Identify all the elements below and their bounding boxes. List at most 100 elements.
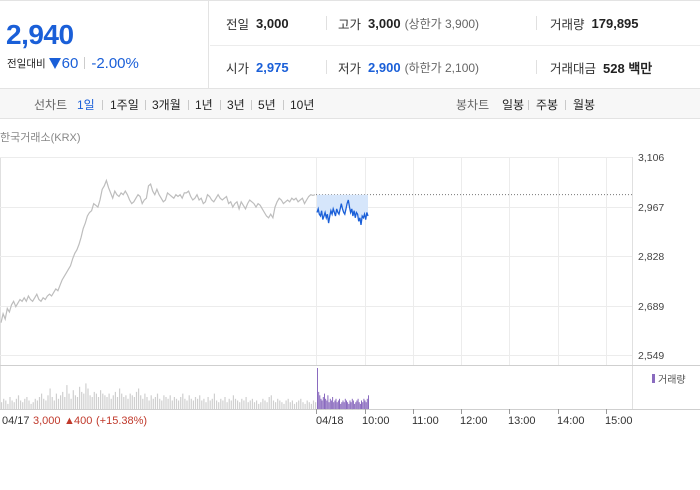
volume-bar	[70, 398, 72, 410]
volume-bar	[332, 397, 334, 409]
row-divider	[210, 45, 700, 46]
volume-bar	[95, 393, 97, 409]
volume-bar	[348, 403, 350, 409]
period-3-years[interactable]: 3년	[227, 98, 245, 112]
volume-bar	[184, 398, 186, 410]
volume-bar	[289, 402, 291, 409]
volume-bar	[13, 402, 15, 409]
change-amount: 60	[61, 54, 79, 72]
volume-bar	[156, 393, 159, 409]
price-chart[interactable]: 3,106 2,967 2,828 2,689 2,549	[0, 140, 700, 415]
volume-bar	[30, 403, 32, 409]
volume-bar	[1, 402, 3, 409]
volume-bar	[365, 402, 367, 409]
divider	[145, 100, 146, 110]
volume-bar	[97, 397, 100, 409]
volume-bar	[349, 400, 351, 409]
volume-bar	[140, 395, 142, 409]
volume-bar	[9, 397, 11, 409]
x-tick: 15:00	[605, 415, 633, 427]
volume-bar	[43, 398, 45, 410]
volume-bar	[34, 398, 36, 410]
candle-chart-label: 봉차트	[456, 98, 490, 112]
volume-bar	[342, 400, 344, 409]
volume-bar	[216, 400, 218, 409]
upper-limit: (상한가 3,900)	[404, 16, 480, 31]
volume-bar	[277, 398, 279, 410]
volume-bar	[108, 393, 110, 409]
volume-bar	[7, 403, 9, 409]
volume-bar	[324, 393, 325, 409]
volume-bar	[322, 397, 324, 409]
volume-bar	[15, 398, 17, 410]
volume-bar	[249, 400, 251, 409]
volume-bar	[93, 391, 95, 409]
candle-daily[interactable]: 일봉	[502, 98, 525, 112]
volume-bar	[222, 400, 224, 409]
period-10-years[interactable]: 10년	[290, 98, 315, 112]
volume-bar	[220, 398, 222, 410]
volume-bar	[89, 395, 91, 409]
stat-label: 고가	[338, 17, 362, 32]
volume-bar	[26, 397, 28, 409]
volume-bar	[201, 400, 203, 409]
candle-monthly[interactable]: 월봉	[573, 98, 596, 112]
volume-bar	[339, 398, 340, 410]
volume-bar	[224, 397, 226, 409]
volume-bar	[3, 398, 5, 410]
volume-bar	[283, 403, 285, 409]
stat-trading-value: 거래대금 528 백만	[550, 58, 652, 76]
volume-bar	[226, 402, 228, 409]
volume-bar	[22, 402, 24, 409]
volume-bar	[169, 395, 171, 409]
volume-bar	[258, 403, 260, 409]
volume-bar	[142, 398, 144, 410]
volume-bar	[131, 395, 133, 409]
volume-bar	[335, 398, 337, 410]
volume-bar	[319, 395, 321, 409]
stat-label: 거래대금	[550, 61, 597, 76]
volume-bar	[362, 402, 364, 409]
volume-bar	[336, 402, 338, 409]
volume-bar	[355, 402, 357, 409]
volume-bar	[354, 403, 356, 409]
prev-day-date: 04/17	[2, 415, 30, 427]
volume-bar	[188, 395, 190, 409]
divider	[251, 100, 252, 110]
volume-bar	[190, 398, 192, 410]
volume-bar	[351, 398, 353, 410]
volume-bar	[302, 402, 304, 409]
divider	[536, 16, 537, 30]
volume-bar	[272, 400, 275, 409]
period-3-months[interactable]: 3개월	[152, 98, 181, 112]
divider	[528, 100, 529, 110]
volume-bar	[47, 395, 49, 409]
volume-bar	[129, 393, 131, 409]
volume-legend: 거래량	[652, 371, 686, 386]
volume-bar	[144, 393, 146, 409]
volume-bar	[165, 397, 167, 409]
period-1-day[interactable]: 1일	[77, 98, 95, 112]
volume-bar	[49, 388, 51, 409]
volume-bar	[304, 403, 306, 409]
volume-bar	[114, 391, 116, 409]
volume-bar	[194, 397, 197, 409]
period-bar: 선차트 1일 1주일 3개월 1년 3년 5년 10년 봉차트 일봉 주봉 월봉	[0, 89, 700, 119]
period-5-years[interactable]: 5년	[258, 98, 276, 112]
divider	[188, 100, 189, 110]
volume-bar	[213, 393, 215, 409]
period-1-week[interactable]: 1주일	[110, 98, 139, 112]
volume-bar	[337, 400, 339, 409]
volume-bar	[293, 403, 296, 409]
stat-value: 2,900	[368, 59, 401, 75]
volume-bar	[243, 400, 245, 409]
candle-weekly[interactable]: 주봉	[536, 98, 559, 112]
volume-bar	[358, 402, 360, 409]
volume-bar	[239, 402, 241, 409]
x-tick: 11:00	[412, 415, 439, 427]
volume-bar	[85, 383, 87, 409]
volume-bar	[262, 398, 264, 410]
volume-bar	[266, 402, 268, 409]
period-1-year[interactable]: 1년	[195, 98, 213, 112]
volume-bar	[182, 393, 184, 409]
